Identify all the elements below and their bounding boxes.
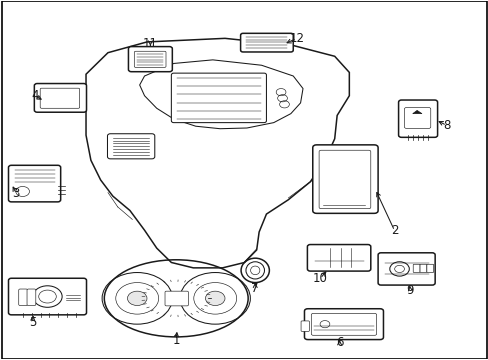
FancyBboxPatch shape [301, 321, 309, 331]
FancyBboxPatch shape [404, 108, 430, 129]
FancyBboxPatch shape [128, 46, 172, 72]
FancyBboxPatch shape [171, 73, 266, 123]
FancyBboxPatch shape [107, 134, 155, 159]
FancyBboxPatch shape [34, 84, 86, 112]
FancyBboxPatch shape [377, 253, 434, 285]
FancyBboxPatch shape [419, 264, 426, 273]
Text: 6: 6 [335, 336, 343, 349]
Text: 12: 12 [288, 32, 304, 45]
FancyBboxPatch shape [412, 264, 419, 273]
Text: 1: 1 [172, 334, 180, 347]
Text: 11: 11 [142, 36, 158, 50]
FancyBboxPatch shape [319, 150, 370, 209]
Text: 2: 2 [390, 224, 398, 238]
Polygon shape [412, 111, 421, 114]
FancyBboxPatch shape [240, 33, 293, 52]
Text: 8: 8 [442, 119, 449, 132]
FancyBboxPatch shape [8, 165, 61, 202]
FancyBboxPatch shape [40, 88, 80, 108]
FancyBboxPatch shape [426, 264, 433, 273]
FancyBboxPatch shape [312, 145, 377, 213]
Text: 7: 7 [251, 282, 259, 295]
FancyBboxPatch shape [311, 314, 376, 335]
FancyBboxPatch shape [164, 291, 188, 306]
FancyBboxPatch shape [134, 51, 165, 67]
FancyBboxPatch shape [398, 100, 437, 137]
Text: 9: 9 [406, 284, 413, 297]
FancyBboxPatch shape [27, 289, 36, 306]
Text: 3: 3 [13, 187, 20, 200]
Text: 5: 5 [29, 316, 36, 329]
Text: 10: 10 [312, 272, 327, 285]
Circle shape [205, 291, 224, 306]
FancyBboxPatch shape [304, 309, 383, 339]
FancyBboxPatch shape [307, 244, 370, 271]
Text: 4: 4 [31, 89, 39, 102]
FancyBboxPatch shape [8, 278, 86, 315]
Circle shape [127, 291, 147, 306]
FancyBboxPatch shape [19, 289, 27, 306]
